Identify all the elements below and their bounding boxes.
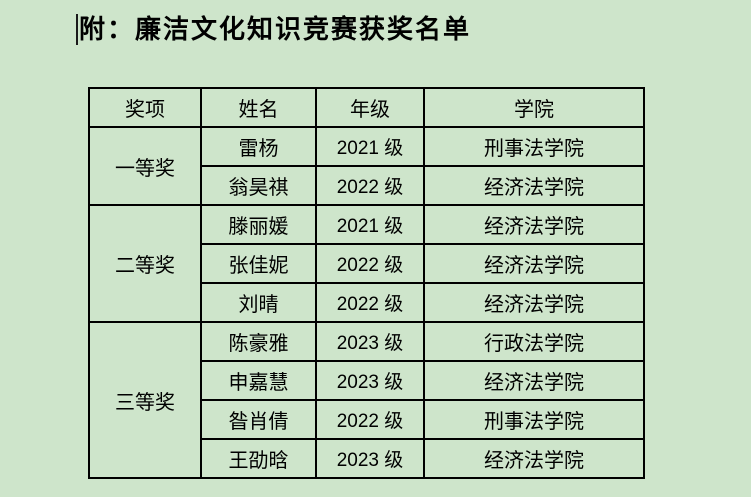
header-cell-award[interactable]: 奖项: [88, 87, 202, 128]
college-cell[interactable]: 经济法学院: [423, 204, 645, 245]
college-cell[interactable]: 经济法学院: [423, 438, 645, 479]
name-cell[interactable]: 张佳妮: [200, 243, 317, 284]
college-cell[interactable]: 经济法学院: [423, 282, 645, 323]
name-cell[interactable]: 王劭晗: [200, 438, 317, 479]
grade-cell[interactable]: 2021 级: [315, 204, 425, 245]
grade-cell[interactable]: 2022 级: [315, 282, 425, 323]
table-row: 王劭晗 2023 级 经济法学院: [89, 438, 645, 479]
name-cell[interactable]: 雷杨: [200, 126, 317, 167]
college-cell[interactable]: 刑事法学院: [423, 399, 645, 440]
table-header-row: 奖项 姓名 年级 学院: [88, 87, 645, 128]
college-cell[interactable]: 刑事法学院: [423, 126, 645, 167]
name-cell[interactable]: 申嘉慧: [200, 360, 317, 401]
table-row: 申嘉慧 2023 级 经济法学院: [89, 360, 645, 401]
name-cell[interactable]: 昝肖倩: [200, 399, 317, 440]
table-row: 张佳妮 2022 级 经济法学院: [89, 243, 645, 284]
table-row: 二等奖 滕丽媛 2021 级 经济法学院: [88, 204, 645, 323]
grade-cell[interactable]: 2022 级: [315, 165, 425, 206]
awards-table: 奖项 姓名 年级 学院 一等奖 雷杨 2021 级 刑事法学院 翁昊祺 2022…: [88, 87, 645, 479]
award-cell-third-prize[interactable]: 三等奖: [88, 321, 202, 479]
college-cell[interactable]: 行政法学院: [423, 321, 645, 362]
grade-cell[interactable]: 2021 级: [315, 126, 425, 167]
name-cell[interactable]: 陈豪雅: [200, 321, 317, 362]
table-row: 刘晴 2022 级 经济法学院: [89, 282, 645, 323]
award-cell-second-prize[interactable]: 二等奖: [88, 204, 202, 323]
header-cell-grade[interactable]: 年级: [315, 87, 425, 128]
college-cell[interactable]: 经济法学院: [423, 165, 645, 206]
text-cursor: [76, 14, 78, 45]
grade-cell[interactable]: 2022 级: [315, 399, 425, 440]
award-cell-first-prize[interactable]: 一等奖: [88, 126, 202, 206]
table-row: 昝肖倩 2022 级 刑事法学院: [89, 399, 645, 440]
table-row: 三等奖 陈豪雅 2023 级 行政法学院: [88, 321, 645, 479]
grade-cell[interactable]: 2023 级: [315, 438, 425, 479]
table-row: 翁昊祺 2022 级 经济法学院: [89, 165, 645, 206]
grade-cell[interactable]: 2022 级: [315, 243, 425, 284]
header-cell-name[interactable]: 姓名: [200, 87, 317, 128]
header-cell-college[interactable]: 学院: [423, 87, 645, 128]
title-row: 附：廉洁文化知识竞赛获奖名单: [76, 14, 471, 45]
grade-cell[interactable]: 2023 级: [315, 321, 425, 362]
page-title[interactable]: 附：廉洁文化知识竞赛获奖名单: [79, 15, 472, 44]
table-row: 一等奖 雷杨 2021 级 刑事法学院: [88, 126, 645, 206]
name-cell[interactable]: 滕丽媛: [200, 204, 317, 245]
name-cell[interactable]: 翁昊祺: [200, 165, 317, 206]
name-cell[interactable]: 刘晴: [200, 282, 317, 323]
grade-cell[interactable]: 2023 级: [315, 360, 425, 401]
college-cell[interactable]: 经济法学院: [423, 360, 645, 401]
college-cell[interactable]: 经济法学院: [423, 243, 645, 284]
